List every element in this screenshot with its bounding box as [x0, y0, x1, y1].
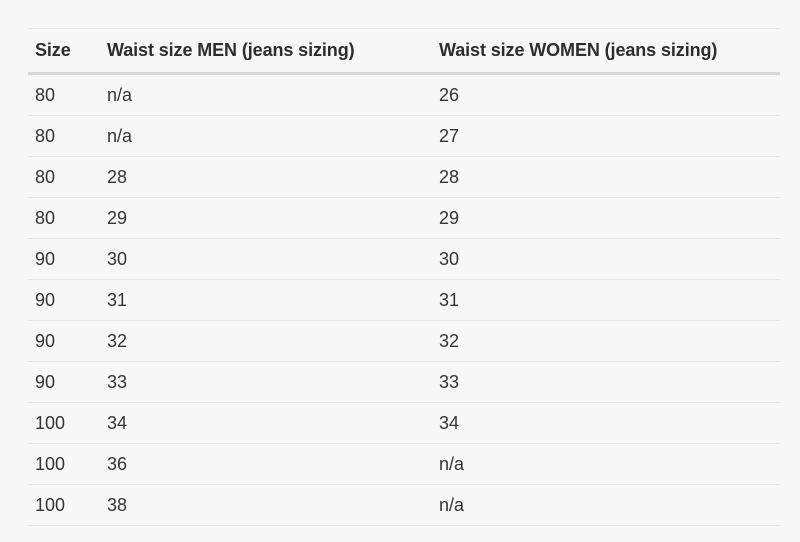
table-row: 90 30 30 [28, 238, 780, 280]
cell-size: 90 [28, 361, 100, 403]
table-body: 80 n/a 26 80 n/a 27 80 28 28 80 29 29 90 30 30 90 31 31 90… [28, 73, 780, 526]
column-header-size: Size [28, 28, 100, 75]
cell-size: 90 [28, 279, 100, 321]
cell-waist-women: 33 [432, 361, 780, 403]
cell-size: 100 [28, 402, 100, 444]
cell-waist-women: 32 [432, 320, 780, 362]
table-row: 100 36 n/a [28, 443, 780, 485]
table-row: 100 34 34 [28, 402, 780, 444]
cell-size: 80 [28, 156, 100, 198]
cell-waist-women: 31 [432, 279, 780, 321]
cell-waist-men: n/a [100, 73, 432, 116]
cell-waist-women: n/a [432, 484, 780, 526]
cell-waist-women: 29 [432, 197, 780, 239]
cell-waist-women: 28 [432, 156, 780, 198]
cell-waist-men: n/a [100, 115, 432, 157]
table-row: 80 28 28 [28, 156, 780, 198]
cell-waist-men: 34 [100, 402, 432, 444]
cell-size: 90 [28, 238, 100, 280]
cell-waist-men: 36 [100, 443, 432, 485]
table-row: 80 n/a 27 [28, 115, 780, 157]
cell-waist-men: 28 [100, 156, 432, 198]
cell-waist-men: 30 [100, 238, 432, 280]
table-row: 90 31 31 [28, 279, 780, 321]
cell-waist-women: 34 [432, 402, 780, 444]
column-header-waist-men: Waist size MEN (jeans sizing) [100, 28, 432, 75]
cell-waist-women: 30 [432, 238, 780, 280]
cell-size: 80 [28, 115, 100, 157]
table-row: 90 32 32 [28, 320, 780, 362]
cell-waist-women: n/a [432, 443, 780, 485]
table-row: 80 n/a 26 [28, 73, 780, 116]
cell-waist-men: 31 [100, 279, 432, 321]
cell-waist-women: 26 [432, 73, 780, 116]
cell-size: 100 [28, 443, 100, 485]
cell-waist-men: 33 [100, 361, 432, 403]
header-row: Size Waist size MEN (jeans sizing) Waist… [28, 28, 780, 75]
table-header: Size Waist size MEN (jeans sizing) Waist… [28, 28, 780, 75]
cell-size: 90 [28, 320, 100, 362]
column-header-waist-women: Waist size WOMEN (jeans sizing) [432, 28, 780, 75]
cell-waist-men: 32 [100, 320, 432, 362]
cell-size: 80 [28, 73, 100, 116]
cell-waist-women: 27 [432, 115, 780, 157]
cell-waist-men: 38 [100, 484, 432, 526]
table-row: 100 38 n/a [28, 484, 780, 526]
cell-size: 80 [28, 197, 100, 239]
table-row: 90 33 33 [28, 361, 780, 403]
size-conversion-table: Size Waist size MEN (jeans sizing) Waist… [28, 28, 780, 526]
cell-size: 100 [28, 484, 100, 526]
cell-waist-men: 29 [100, 197, 432, 239]
table-row: 80 29 29 [28, 197, 780, 239]
